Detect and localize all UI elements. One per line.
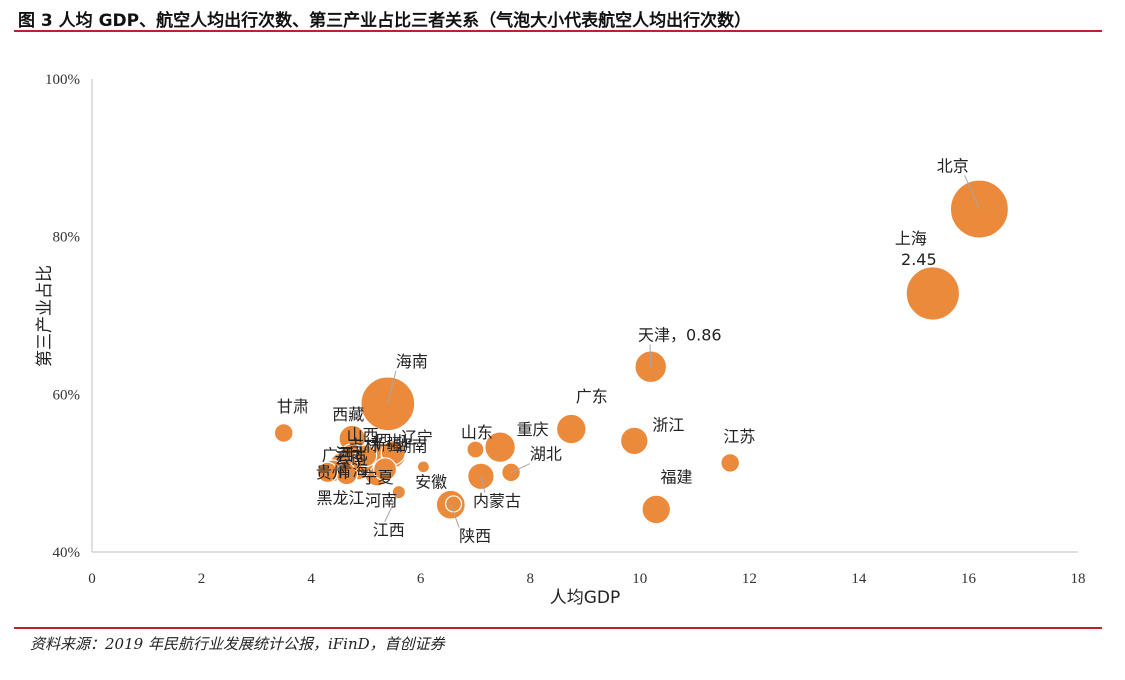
source-rule [14, 627, 1102, 629]
bubble-label-0: 北京 [937, 156, 969, 175]
x-tick-label: 0 [88, 571, 96, 587]
bubble-3 [720, 452, 741, 473]
y-axis-title: 第三产业占比 [35, 265, 55, 367]
bubble-label-29: 云南 [335, 449, 367, 468]
bubble-label-20: 河南 [365, 491, 397, 510]
x-tick-label: 16 [961, 571, 977, 587]
bubble-1 [905, 266, 961, 321]
leader-line [384, 491, 400, 522]
leader-line [964, 175, 980, 210]
bubble-label-21: 黑龙江 [317, 488, 365, 507]
bubble-25 [373, 457, 398, 482]
x-tick-label: 8 [526, 571, 534, 587]
x-tick-label: 10 [632, 571, 647, 587]
bubble-label-7: 重庆 [517, 420, 549, 439]
bubble-label-24: 青海 [336, 461, 368, 480]
x-tick-label: 12 [742, 571, 757, 587]
bubble-26 [354, 444, 378, 468]
bubble-label-6: 广东 [576, 387, 608, 406]
bubble-value-label-1: 2.45 [901, 250, 937, 269]
x-tick-label: 6 [417, 571, 425, 587]
bubble-label-26: 山西 [347, 426, 379, 445]
bubble-label-4: 浙江 [652, 415, 684, 434]
bubble-label-27: 四川 [376, 431, 408, 450]
y-tick-label: 60% [53, 387, 81, 403]
bubble-6 [555, 413, 587, 445]
bubble-chart: 40% 60% 80% 100% 0 2 4 6 8 10 12 14 16 18 人均GDP 第三产业… [35, 72, 1086, 608]
leader-lines [384, 175, 980, 528]
bubble-label-5: 福建 [660, 468, 692, 487]
title-rule [14, 30, 1102, 32]
bubble-label-28: 新疆 [370, 435, 402, 454]
bubble-label-9: 山东 [461, 423, 493, 442]
bubble-label-2: 天津，0.86 [638, 325, 722, 344]
x-tick-label: 14 [851, 571, 867, 587]
bubble-label-17: 湖南 [396, 436, 428, 455]
bubble-label-16: 西藏 [332, 405, 364, 424]
bubble-10 [467, 462, 495, 491]
x-tick-label: 4 [307, 571, 315, 587]
axes [91, 79, 1078, 553]
bubble-label-3: 江苏 [723, 427, 755, 446]
bubble-label-25: 宁夏 [362, 468, 394, 487]
bubble-label-15: 甘肃 [277, 397, 309, 416]
figure-title: 图 3 人均 GDP、航空人均出行次数、第三产业占比三者关系（气泡大小代表航空人… [18, 11, 752, 31]
leader-line [480, 476, 486, 493]
bubble-label-8: 湖北 [530, 445, 562, 464]
x-axis-title: 人均GDP [550, 588, 621, 608]
bubble-7 [484, 431, 516, 463]
bubble-15 [273, 423, 294, 443]
y-tick-label: 80% [53, 230, 81, 246]
leader-line [387, 370, 397, 404]
bubble-label-19: 河北 [335, 445, 367, 464]
bubble-9 [466, 440, 485, 459]
bubble-4 [619, 426, 649, 456]
y-tick-label: 40% [53, 545, 81, 561]
bubble-label-12: 陕西 [459, 526, 491, 545]
bubble-label-30: 贵州 [316, 463, 348, 482]
bubble-21 [316, 461, 339, 484]
bubble-5 [641, 494, 672, 525]
x-tick-label: 2 [198, 571, 206, 587]
leader-line [510, 463, 531, 473]
bubble-label-11: 安徽 [415, 473, 447, 492]
bubble-label-13: 江西 [373, 521, 405, 540]
source-note: 资料来源：2019 年民航行业发展统计公报，iFinD，首创证券 [30, 635, 445, 653]
x-tick-label: 18 [1071, 571, 1086, 587]
bubble-label-10: 内蒙古 [473, 492, 521, 511]
leader-line [450, 504, 460, 528]
bubble-label-1: 上海 [895, 229, 927, 248]
bubble-label-22: 吉林 [348, 436, 380, 455]
bubble-label-23: 辽宁 [401, 428, 433, 447]
bubble-label-14: 海南 [396, 352, 428, 371]
bubble-17 [416, 460, 431, 474]
bubble-label-18: 广西 [322, 445, 354, 464]
y-tick-labels: 40% 60% 80% 100% [45, 72, 80, 561]
y-tick-label: 100% [45, 72, 80, 88]
leader-line [649, 344, 652, 367]
x-tick-labels: 0 2 4 6 8 10 12 14 16 18 [88, 571, 1085, 587]
bubble-11 [444, 495, 463, 513]
